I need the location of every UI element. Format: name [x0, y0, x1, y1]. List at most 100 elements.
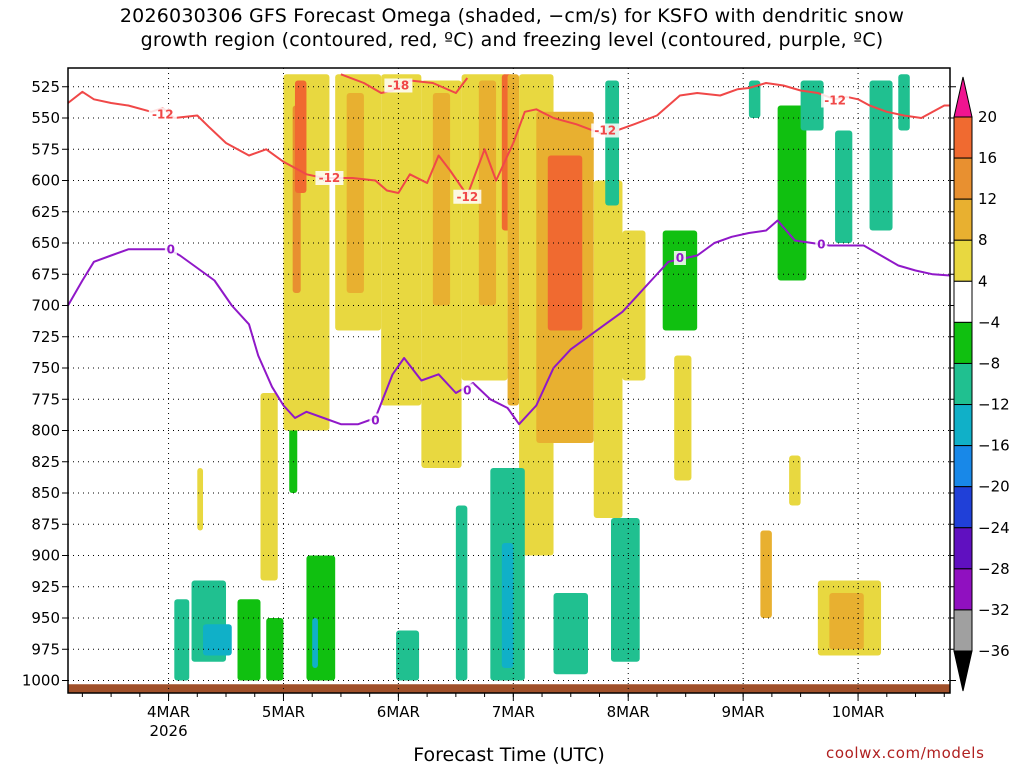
colorbar-swatch	[953, 404, 973, 447]
y-tick-label: 750	[31, 359, 60, 377]
omega-cell	[203, 624, 232, 656]
contour-label: -12	[152, 107, 174, 121]
contour-label: -18	[388, 79, 410, 93]
colorbar-swatch	[953, 239, 973, 282]
omega-cell	[432, 93, 451, 306]
omega-cell	[306, 555, 336, 681]
y-tick-label: 825	[31, 453, 60, 471]
contour-label-bg	[591, 123, 620, 138]
omega-cell	[869, 80, 893, 231]
omega-cell	[547, 155, 583, 331]
omega-cell	[501, 543, 514, 668]
omega-cell	[553, 593, 589, 675]
x-tick-label: 6MAR	[377, 703, 420, 721]
colorbar-label: −12	[978, 396, 1010, 414]
omega-cell	[605, 80, 620, 206]
omega-cell	[294, 80, 307, 193]
colorbar-label: 12	[978, 190, 997, 208]
colorbar-label: −8	[978, 354, 1000, 372]
contour-labels: -12 -12 -12 -12 -12 -18 0 0 0 0 0	[148, 78, 850, 428]
colorbar-top-arrow	[953, 76, 973, 118]
y-tick-label: 925	[31, 578, 60, 596]
omega-cell	[507, 74, 520, 406]
omega-cell	[289, 418, 298, 493]
y-tick-label: 525	[31, 78, 60, 96]
colorbar-swatch	[953, 362, 973, 406]
contour-label-bg	[453, 189, 482, 204]
contour-label: 0	[676, 251, 684, 265]
y-tick-label: 875	[31, 515, 60, 533]
y-tick-label: 1000	[22, 672, 60, 690]
x-tick-label: 8MAR	[607, 703, 650, 721]
omega-cell	[674, 355, 692, 481]
contour-label-bg	[815, 237, 828, 252]
contour-label-bg	[821, 93, 850, 108]
omega-cell	[777, 105, 807, 281]
omega-cell	[283, 74, 330, 431]
contour-label-bg	[369, 413, 382, 428]
omega-cell	[829, 593, 864, 650]
x-tick-label: 10MAR	[832, 703, 885, 721]
colorbar-swatch	[953, 280, 973, 323]
colorbar-bottom-arrow	[953, 650, 973, 692]
contour-label-bg	[148, 107, 177, 122]
chart-title: 2026030306 GFS Forecast Omega (shaded, −…	[0, 4, 1024, 52]
omega-cell	[197, 468, 204, 531]
contour-label: -12	[824, 94, 846, 108]
x-tick-label: 9MAR	[722, 703, 765, 721]
chart-title-line-2: growth region (contoured, red, ºC) and f…	[140, 29, 884, 51]
colorbar-swatch	[953, 527, 973, 570]
x-tick-label: 4MAR	[147, 703, 190, 721]
omega-cell	[593, 180, 623, 518]
colorbar-swatch	[953, 198, 973, 241]
y-tick-label: 625	[31, 203, 60, 221]
contour-label: -12	[594, 124, 616, 138]
x-tick-label: 7MAR	[492, 703, 535, 721]
y-tick-label: 975	[31, 640, 60, 658]
colorbar-label: −32	[978, 601, 1010, 619]
contour-label: 0	[817, 237, 825, 251]
plot-frame	[67, 67, 951, 694]
omega-cell	[381, 74, 422, 406]
colorbar-swatch	[953, 445, 973, 488]
freezing-level-line	[67, 219, 951, 426]
omega-cell	[312, 618, 318, 668]
omega-cell	[898, 74, 910, 131]
x-axis-label: Forecast Time (UTC)	[413, 744, 605, 766]
colorbar-label: 16	[978, 149, 997, 167]
contour-label-bg	[315, 171, 344, 185]
omega-cell	[478, 80, 497, 306]
colorbar-label: 8	[978, 231, 988, 249]
omega-cell	[174, 599, 190, 681]
colorbar-label: 20	[978, 108, 997, 126]
omega-cell	[760, 530, 772, 618]
y-tick-label: 800	[31, 422, 60, 440]
contour-label: -12	[319, 171, 341, 185]
contour-label: 0	[371, 414, 379, 428]
colorbar-swatch	[953, 486, 973, 529]
omega-cell	[260, 393, 278, 581]
x-tick-label: 5MAR	[262, 703, 305, 721]
contour-label-bg	[673, 251, 686, 265]
source-credit: coolwx.com/models	[826, 744, 985, 762]
y-tick-label: 600	[31, 172, 60, 190]
x-tick-sublabel: 2026	[149, 722, 187, 740]
contour-label: 0	[167, 242, 175, 256]
contour-label: 0	[463, 384, 471, 398]
colorbar-swatch	[953, 609, 973, 652]
y-tick-label: 675	[31, 265, 60, 283]
omega-cell	[835, 130, 853, 243]
omega-cell	[455, 505, 468, 681]
omega-cell	[610, 518, 640, 662]
contour-label: -12	[456, 190, 478, 204]
colorbar-label: −16	[978, 437, 1010, 455]
colorbar-swatch	[953, 568, 973, 611]
omega-cell	[237, 599, 261, 681]
colorbar-label: −28	[978, 560, 1010, 578]
ground-layer	[68, 684, 950, 693]
colorbar-label: −20	[978, 478, 1010, 496]
y-tick-label: 575	[31, 140, 60, 158]
y-tick-label: 850	[31, 484, 60, 502]
